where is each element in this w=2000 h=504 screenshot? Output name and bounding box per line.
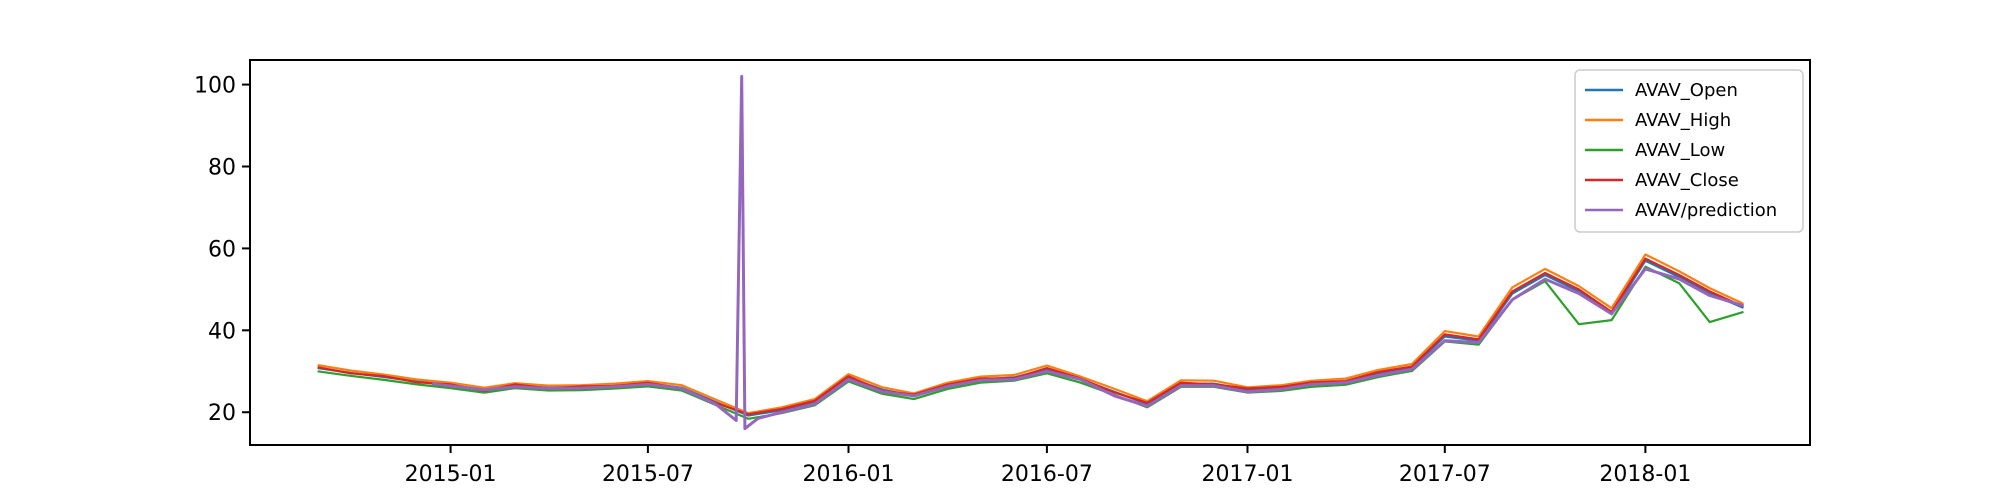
series-line-avav-high: [317, 253, 1744, 415]
legend-box: [1574, 69, 1804, 233]
y-tick-label: 100: [194, 74, 236, 99]
x-tick-label: 2017-07: [1399, 462, 1491, 487]
legend-label: AVAV/prediction: [1635, 200, 1777, 221]
y-tick-label: 60: [208, 237, 236, 262]
x-tick-label: 2015-07: [602, 462, 694, 487]
x-tick-label: 2018-01: [1599, 462, 1691, 487]
series-layer: [317, 74, 1744, 431]
x-tick-label: 2016-01: [803, 462, 895, 487]
legend: AVAV_Open AVAV_High AVAV_Low AVAV_Close AVAV…: [1574, 69, 1804, 233]
x-tick-label: 2016-07: [1001, 462, 1093, 487]
x-tick-label: 2015-01: [405, 462, 497, 487]
y-tick-label: 20: [208, 401, 236, 426]
series-line-avav-close: [317, 257, 1744, 416]
legend-label: AVAV_Open: [1635, 80, 1738, 101]
x-tick-label: 2017-01: [1202, 462, 1294, 487]
series-line-avav-open: [317, 259, 1744, 417]
legend-label: AVAV_Close: [1635, 170, 1739, 191]
y-tick-label: 40: [208, 319, 236, 344]
y-tick-label: 80: [208, 155, 236, 180]
y-axis: 20 40 60 80 100: [194, 74, 250, 426]
series-line-avav-prediction: [431, 74, 1744, 431]
legend-label: AVAV_Low: [1635, 140, 1725, 161]
x-axis: 2015-01 2015-07 2016-01 2016-07 2017-01 2017-…: [405, 445, 1691, 487]
plot-frame: [249, 59, 1811, 446]
legend-label: AVAV_High: [1635, 110, 1731, 131]
